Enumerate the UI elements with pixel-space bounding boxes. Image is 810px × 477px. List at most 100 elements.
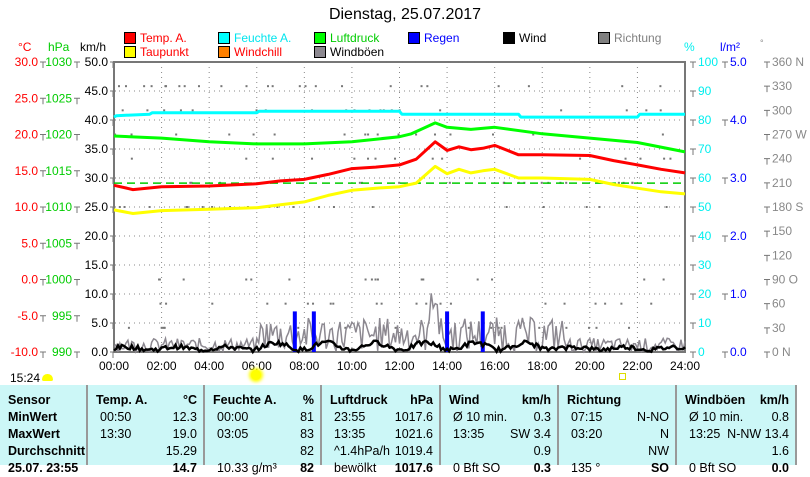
cell-value: 15.29 bbox=[165, 444, 197, 458]
cell-time bbox=[213, 443, 217, 460]
direction-dot bbox=[661, 133, 664, 136]
direction-dot bbox=[150, 85, 153, 88]
direction-dot bbox=[130, 133, 133, 136]
pressure-tick-mark bbox=[74, 242, 80, 250]
column-header: Luftdruck bbox=[330, 393, 388, 407]
direction-dot bbox=[450, 61, 453, 63]
direction-dot bbox=[474, 61, 477, 63]
legend-item: Windchill bbox=[218, 45, 282, 59]
temp-tick-mark bbox=[40, 134, 46, 141]
direction-dot bbox=[489, 351, 492, 353]
wind-tick-label: 25.0 bbox=[85, 200, 109, 214]
cell-time: 07:15 bbox=[571, 410, 603, 424]
direction-dot bbox=[394, 326, 397, 329]
direction-dot bbox=[628, 326, 631, 329]
legend-swatch bbox=[124, 46, 136, 58]
direction-dot bbox=[288, 278, 291, 281]
temp-tick-mark bbox=[40, 206, 46, 213]
direction-tick-mark bbox=[764, 182, 770, 189]
direction-dot bbox=[500, 326, 503, 329]
direction-dot bbox=[130, 157, 133, 160]
direction-dot bbox=[160, 326, 163, 329]
direction-dot bbox=[546, 351, 549, 353]
direction-dot bbox=[297, 326, 300, 329]
temp-unit: °C bbox=[18, 40, 32, 54]
column-header: Temp. A. bbox=[96, 393, 148, 407]
series-feuchtea bbox=[113, 109, 685, 119]
direction-tick-label: 240 bbox=[772, 152, 792, 166]
direction-dot bbox=[341, 85, 344, 88]
humidity-tick-mark bbox=[690, 235, 696, 242]
cell-value: 82 bbox=[300, 461, 314, 475]
temp-tick-mark bbox=[40, 315, 46, 322]
cell-value: 14.7 bbox=[172, 461, 197, 475]
cell-time bbox=[96, 443, 100, 460]
direction-dot bbox=[245, 85, 248, 88]
temp-tick-label: 30.0 bbox=[15, 55, 39, 69]
humidity-tick-label: 40 bbox=[698, 229, 712, 243]
legend-item: Taupunkt bbox=[124, 45, 189, 59]
legend-label: Luftdruck bbox=[330, 31, 380, 45]
rain-bar bbox=[311, 311, 316, 352]
legend-label: Windchill bbox=[234, 45, 283, 59]
direction-tick-mark bbox=[764, 351, 770, 358]
direction-dot bbox=[163, 109, 166, 112]
direction-dot bbox=[172, 61, 175, 63]
temp-tick-mark bbox=[40, 351, 46, 358]
cell-value: 0.3 bbox=[533, 461, 551, 475]
humidity-tick-label: 100 bbox=[698, 55, 718, 69]
legend-label: Feuchte A. bbox=[234, 31, 292, 45]
direction-dot bbox=[540, 181, 543, 184]
direction-dot bbox=[161, 351, 164, 353]
direction-dot bbox=[118, 206, 121, 208]
direction-tick-mark bbox=[764, 254, 770, 262]
temp-tick-label: -10.0 bbox=[11, 345, 39, 359]
column-unit: % bbox=[302, 393, 314, 407]
legend-swatch bbox=[314, 46, 326, 58]
legend-item: Luftdruck bbox=[314, 31, 379, 45]
cell-value: 0.0 bbox=[771, 461, 789, 475]
rain-tick-mark bbox=[722, 61, 728, 68]
direction-dot bbox=[121, 109, 124, 112]
direction-dot bbox=[207, 351, 210, 353]
x-tick-label: 04:00 bbox=[194, 359, 224, 373]
wind-tick-mark bbox=[110, 264, 116, 271]
x-tick-label: 24:00 bbox=[670, 359, 700, 373]
direction-dot bbox=[465, 61, 468, 63]
rain-unit: l/m² bbox=[720, 40, 740, 54]
direction-dot bbox=[659, 85, 662, 88]
direction-dot bbox=[380, 302, 383, 305]
cell-value: NW bbox=[648, 444, 669, 458]
direction-dot bbox=[624, 157, 627, 160]
cell-value: N bbox=[659, 427, 669, 441]
direction-dot bbox=[344, 326, 347, 329]
direction-dot bbox=[376, 278, 379, 281]
direction-dot bbox=[565, 181, 568, 184]
direction-tick-mark bbox=[764, 279, 770, 286]
direction-dot bbox=[430, 351, 433, 353]
direction-dot bbox=[209, 351, 212, 353]
direction-dot bbox=[371, 351, 374, 353]
direction-dot bbox=[364, 133, 367, 136]
direction-tick-label: 60 bbox=[772, 297, 786, 311]
direction-dot bbox=[141, 61, 144, 63]
cell-time: 10.33 g/m³ bbox=[217, 461, 277, 475]
wind-tick-label: 50.0 bbox=[85, 55, 109, 69]
direction-dot bbox=[420, 85, 423, 88]
cell-time: 00:00 bbox=[217, 410, 249, 424]
direction-tick-mark bbox=[764, 109, 770, 117]
direction-dot bbox=[458, 61, 461, 63]
temp-tick-mark bbox=[40, 242, 46, 250]
direction-dot bbox=[236, 61, 239, 63]
direction-dot bbox=[609, 61, 612, 63]
direction-dot bbox=[286, 61, 289, 63]
x-tick-label: 14:00 bbox=[432, 359, 462, 373]
current-time: 15:24 bbox=[10, 371, 41, 385]
cell-value: 12.3 bbox=[172, 410, 197, 424]
direction-dot bbox=[127, 326, 130, 329]
x-tick-label: 22:00 bbox=[622, 359, 652, 373]
wind-tick-label: 20.0 bbox=[85, 229, 109, 243]
direction-dot bbox=[367, 157, 370, 160]
wind-tick-label: 15.0 bbox=[85, 258, 109, 272]
x-tick-label: 08:00 bbox=[289, 359, 319, 373]
